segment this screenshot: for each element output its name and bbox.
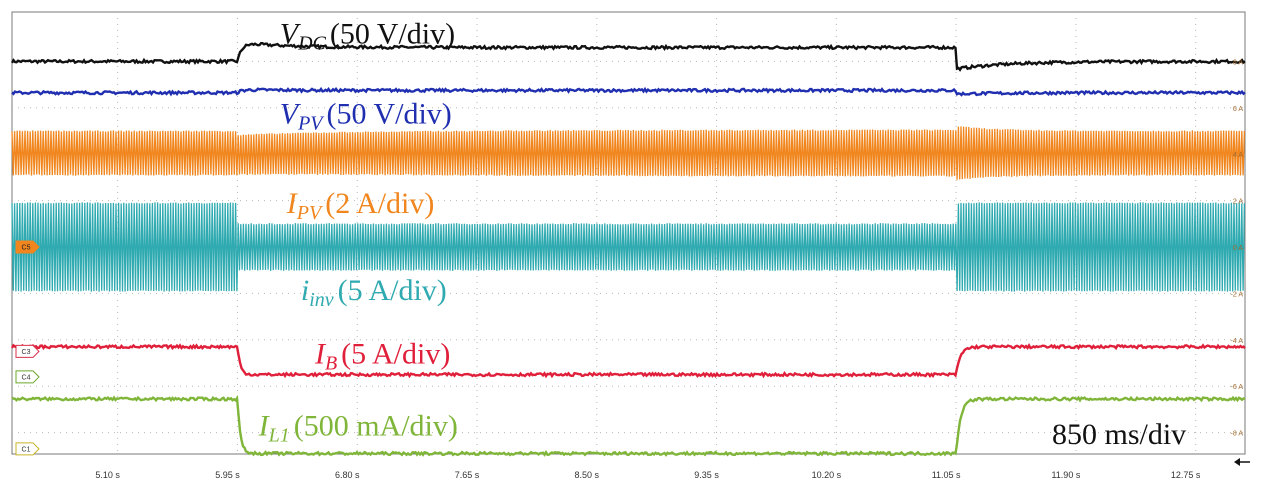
x-tick-label: 6.80 s [335, 470, 360, 480]
channel-marker-label: C1 [22, 446, 31, 453]
trace-label-i-pv: IPV (2 A/div) [286, 187, 435, 224]
arrow-left-icon [1234, 458, 1250, 466]
x-axis-ticks: 5.10 s 5.95 s 6.80 s 7.65 s 8.50 s 9.35 s 10.2… [95, 470, 1201, 480]
x-tick-label: 12.75 s [1171, 470, 1201, 480]
channel-marker-label: C4 [22, 374, 31, 381]
channel-marker-c4[interactable]: C4 [15, 370, 40, 384]
channel-marker-c1[interactable]: C1 [15, 442, 40, 456]
trace-i-inv [11, 202, 1246, 292]
right-tick-label: -6 A [1231, 384, 1244, 391]
right-tick-label: 6 A [1233, 106, 1243, 113]
channel-marker-shape [15, 240, 40, 254]
x-tick-label: 10.20 s [812, 470, 842, 480]
trace-i-pv [11, 126, 1246, 180]
trace-label-i-inv: iinv (5 A/div) [301, 274, 447, 311]
trace-v-pv [11, 86, 1246, 97]
x-tick-label: 5.10 s [95, 470, 120, 480]
trace-labels: VDC (50 V/div) VPV (50 V/div) IPV (2 A/div) ii… [258, 18, 458, 447]
right-tick-label: 0 A [1233, 245, 1243, 252]
right-tick-label: 8 A [1233, 59, 1243, 66]
channel-marker-label: C3 [22, 349, 31, 356]
right-tick-label: -2 A [1231, 291, 1244, 298]
right-tick-label: -8 A [1231, 431, 1244, 438]
channel-markers: C5 C3 C4 C1 [15, 240, 40, 456]
x-tick-label: 11.90 s [1051, 470, 1080, 480]
trace-i-b [10, 343, 1246, 379]
channel-marker-shape [15, 344, 40, 358]
trace-label-v-dc: VDC (50 V/div) [280, 18, 455, 55]
traces [10, 42, 1246, 457]
channel-marker-c3[interactable]: C3 [15, 344, 40, 358]
channel-marker-shape [15, 370, 40, 384]
x-tick-label: 9.35 s [694, 470, 719, 480]
timebase-label: 850 ms/div [1052, 418, 1186, 451]
x-tick-label: 8.50 s [575, 470, 600, 480]
x-tick-label: 11.05 s [932, 470, 961, 480]
right-tick-label: -4 A [1231, 338, 1244, 345]
trace-label-v-pv: VPV (50 V/div) [280, 98, 452, 135]
trace-label-i-l1: IL1 (500 mA/div) [258, 410, 458, 447]
x-tick-label: 7.65 s [455, 470, 480, 480]
trace-label-i-b: IB (5 A/div) [314, 338, 450, 375]
channel-marker-shape [15, 442, 40, 456]
right-tick-label: 4 A [1233, 152, 1243, 159]
x-tick-label: 5.95 s [215, 470, 240, 480]
trace-i-l1 [11, 394, 1246, 457]
right-tick-label: 2 A [1233, 199, 1243, 206]
trace-v-dc [10, 42, 1246, 72]
channel-marker-label: C5 [22, 245, 31, 252]
channel-marker-c5[interactable]: C5 [15, 240, 40, 254]
right-axis-ticks: 8 A 6 A 4 A 2 A 0 A -2 A -4 A -6 A -8 A [1231, 59, 1244, 437]
